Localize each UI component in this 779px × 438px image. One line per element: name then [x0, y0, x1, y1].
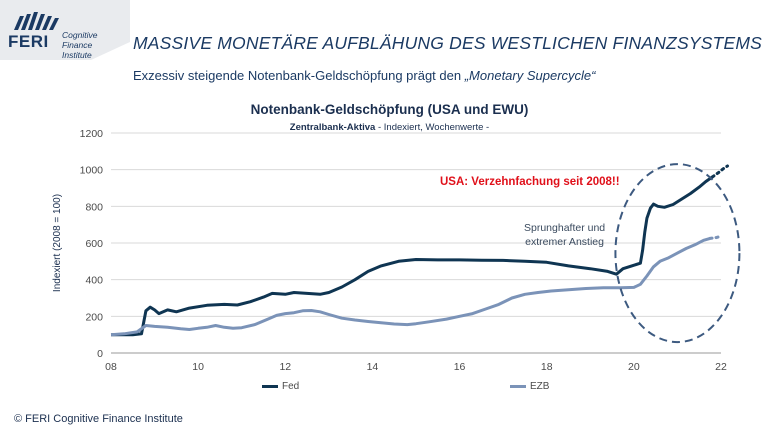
x-tick-label: 08 — [105, 361, 117, 373]
highlight-ellipse — [614, 163, 741, 344]
chart-title: Notenbank-Geldschöpfung (USA und EWU) — [250, 102, 529, 117]
logo-brand: FERI — [8, 32, 49, 51]
x-tick-label: 14 — [367, 361, 379, 373]
y-tick-label: 0 — [97, 348, 103, 360]
chart-subtitle-rest: - Indexiert, Wochenwerte - — [375, 122, 490, 133]
x-tick-label: 10 — [192, 361, 204, 373]
legend-swatch-ezb — [510, 385, 526, 388]
legend-item-fed: Fed — [262, 381, 299, 392]
legend-label-fed: Fed — [282, 381, 300, 392]
jump-annotation-line-1: Sprunghafter und — [524, 222, 606, 234]
chart-subtitle-bold: Zentralbank-Aktiva — [289, 122, 376, 133]
y-tick-label: 1000 — [80, 165, 104, 177]
series-line-ezb — [110, 236, 711, 337]
x-tick-label: 22 — [715, 361, 727, 373]
x-tick-label: 12 — [279, 361, 291, 373]
footer-copyright: © FERI Cognitive Finance Institute — [14, 413, 183, 425]
y-axis-label: Indexiert (2008 = 100) — [52, 194, 63, 292]
series-line-fed — [111, 175, 714, 337]
legend-label-ezb: EZB — [530, 381, 550, 392]
jump-annotation-line-2: extremer Anstieg — [525, 236, 604, 248]
y-tick-label: 600 — [85, 238, 103, 250]
x-tick-label: 18 — [541, 361, 553, 373]
series-projection-fed — [710, 164, 729, 179]
x-tick-label: 16 — [454, 361, 466, 373]
y-tick-label: 1200 — [80, 128, 104, 140]
feri-logo-icon — [14, 12, 59, 30]
chart-subtitle: Zentralbank-Aktiva - Indexiert, Wochenwe… — [0, 122, 779, 133]
y-tick-label: 200 — [85, 311, 103, 323]
logo-line-1: Cognitive — [62, 30, 98, 40]
legend-swatch-fed — [262, 385, 278, 388]
x-tick-label: 20 — [628, 361, 640, 373]
y-tick-label: 400 — [85, 275, 103, 287]
subtitle-italic: „Monetary Supercycle“ — [464, 68, 596, 83]
page-subtitle: Exzessiv steigende Notenbank-Geldschöpfu… — [133, 68, 596, 83]
jump-annotation: Sprunghafter und extremer Anstieg — [524, 221, 605, 249]
series-projection-ezb — [708, 234, 723, 240]
legend-item-ezb: EZB — [510, 381, 549, 392]
page-title: MASSIVE MONETÄRE AUFBLÄHUNG DES WESTLICH… — [133, 33, 762, 53]
logo-line-3: Institute — [62, 50, 92, 60]
logo-line-2: Finance — [62, 40, 93, 50]
usa-annotation: USA: Verzehnfachung seit 2008!! — [440, 176, 620, 188]
subtitle-prefix: Exzessiv steigende Notenbank-Geldschöpfu… — [133, 68, 465, 83]
y-tick-label: 800 — [85, 201, 103, 213]
